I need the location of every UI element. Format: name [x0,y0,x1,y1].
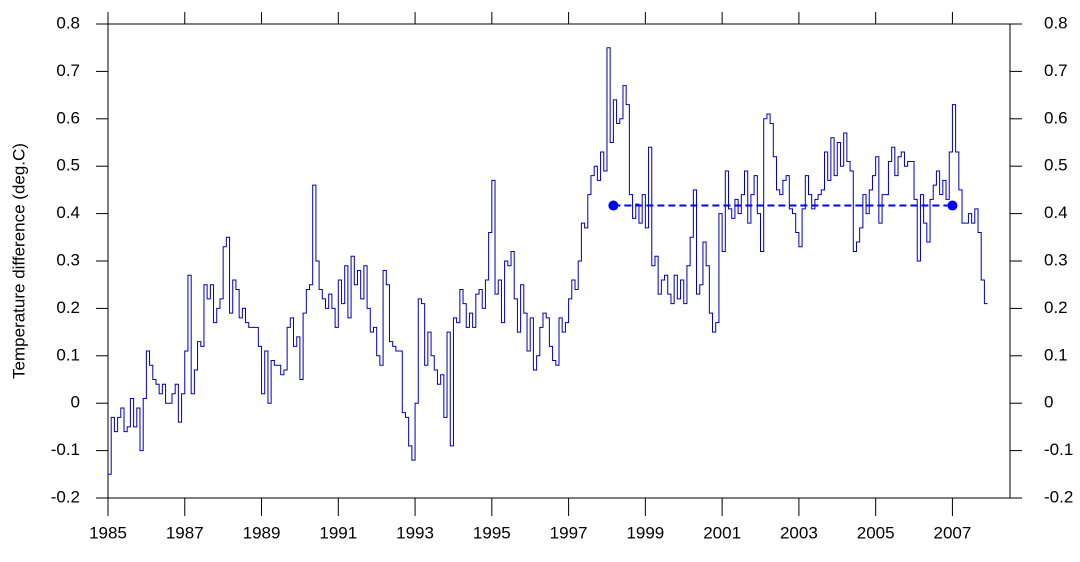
y-tick-label: 0.2 [56,298,80,317]
x-tick-label: 1991 [319,523,357,542]
y-tick-label: -0.1 [51,440,80,459]
y-tick-label: 0.8 [56,13,80,32]
y2-tick-label: -0.2 [1044,487,1073,506]
y-tick-label: 0.7 [56,61,80,80]
y-tick-label: 0.5 [56,156,80,175]
x-tick-label: 2003 [780,523,818,542]
x-tick-label: 1993 [396,523,434,542]
y2-tick-label: 0.4 [1044,203,1068,222]
x-tick-label: 1989 [243,523,281,542]
y-tick-label: 0.1 [56,345,80,364]
y2-tick-label: 0.7 [1044,61,1068,80]
y2-tick-label: 0.3 [1044,250,1068,269]
y-tick-label: 0.4 [56,203,80,222]
y-tick-label: 0 [71,393,80,412]
y2-tick-label: -0.1 [1044,440,1073,459]
mean-marker [608,200,619,211]
y-axis-label: Temperature difference (deg.C) [9,143,28,379]
x-tick-label: 2005 [857,523,895,542]
y2-tick-label: 0.6 [1044,108,1068,127]
x-tick-label: 1995 [473,523,511,542]
y-tick-label: 0.3 [56,250,80,269]
x-tick-label: 1997 [550,523,588,542]
y-tick-label: 0.6 [56,108,80,127]
y2-tick-label: 0.5 [1044,156,1068,175]
x-tick-label: 1985 [89,523,127,542]
mean-marker [947,200,958,211]
x-tick-label: 1999 [626,523,664,542]
plot-frame [107,23,1011,499]
y-tick-label: -0.2 [51,487,80,506]
y2-tick-label: 0.1 [1044,345,1068,364]
y2-tick-label: 0 [1044,393,1053,412]
x-tick-label: 1987 [166,523,204,542]
y2-tick-label: 0.2 [1044,298,1068,317]
x-tick-label: 2007 [934,523,972,542]
step-line [108,47,988,475]
x-tick-label: 2001 [703,523,741,542]
y2-tick-label: 0.8 [1044,13,1068,32]
